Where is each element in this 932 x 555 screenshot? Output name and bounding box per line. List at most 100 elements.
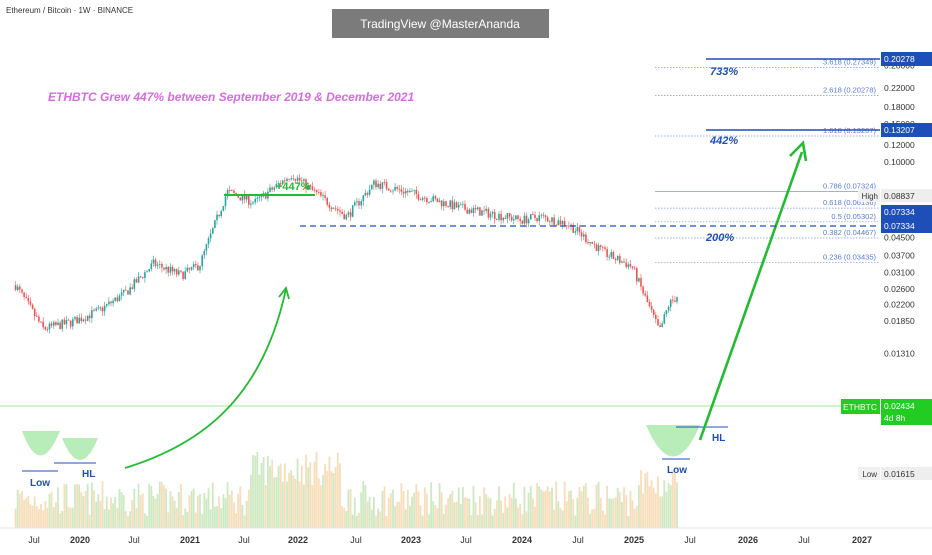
volume-bar	[292, 475, 295, 528]
volume-bar	[186, 511, 189, 528]
volume-bar	[262, 457, 265, 528]
candle-body	[574, 231, 577, 233]
volume-bar	[188, 495, 191, 528]
candle-body	[650, 306, 653, 310]
candle-body	[146, 271, 148, 273]
volume-bar	[593, 508, 596, 528]
volume-bar	[654, 493, 657, 528]
candle-body	[479, 207, 481, 216]
candle-body	[188, 267, 191, 270]
volume-bar	[27, 495, 30, 528]
candle-body	[536, 218, 538, 222]
candle-body	[447, 206, 449, 208]
volume-bar	[457, 487, 460, 528]
candle-body	[286, 178, 288, 181]
volume-bar	[387, 497, 390, 528]
time-label: Jul	[460, 535, 472, 545]
volume-bar	[551, 487, 553, 528]
volume-bar	[375, 515, 377, 528]
candle-body	[239, 197, 242, 201]
volume-bar	[296, 458, 299, 528]
volume-bar	[663, 480, 666, 528]
time-axis[interactable]: Jul 2020 Jul 2021 Jul 2022 Jul 2023 Jul 2024 Jul 20…	[28, 535, 872, 545]
volume-bar	[252, 455, 254, 528]
volume-bar	[116, 507, 119, 528]
candle-body	[373, 180, 375, 185]
volume-bar	[563, 481, 566, 528]
candle-body	[95, 308, 97, 311]
level-tag-box-1	[881, 205, 932, 219]
volume-bar	[309, 462, 312, 528]
volume-bar	[230, 490, 233, 528]
volume-bar	[63, 483, 66, 528]
volume-bar	[271, 459, 273, 528]
candle-body	[209, 233, 212, 239]
volume-bar	[500, 500, 502, 528]
candle-body	[419, 199, 422, 201]
volume-bar	[379, 511, 382, 528]
volume-bar	[326, 470, 329, 528]
volume-bar	[657, 476, 659, 528]
volume-bar	[561, 510, 564, 528]
volume-bar	[519, 503, 522, 528]
volume-bar	[184, 508, 187, 528]
candle-body	[559, 220, 562, 225]
price-tick: 0.04500	[884, 232, 915, 242]
candle-body	[97, 307, 100, 309]
volume-bar	[152, 496, 155, 528]
candle-body	[424, 197, 426, 199]
candle-body	[576, 227, 579, 232]
volume-bar	[322, 475, 324, 528]
volume-bar	[110, 497, 112, 528]
candle-body	[279, 183, 282, 185]
candle-body	[553, 217, 555, 225]
volume-bar	[353, 497, 356, 528]
candle-body	[256, 197, 259, 199]
low-label-left: Low	[30, 478, 50, 489]
fib-tag-box-2	[881, 123, 932, 137]
volume-bar	[25, 498, 28, 528]
volume-bar	[317, 478, 320, 528]
candle-body	[294, 179, 297, 181]
volume-bar	[216, 506, 218, 528]
volume-bar	[283, 463, 286, 528]
candle-body	[383, 182, 386, 183]
volume-bar	[61, 511, 64, 528]
candle-body	[318, 192, 320, 193]
candle-body	[521, 220, 524, 224]
volume-bar	[510, 497, 513, 528]
candle-body	[186, 267, 189, 272]
candle-body	[608, 256, 610, 258]
volume-bar	[608, 498, 611, 528]
volume-bar	[453, 502, 456, 528]
volume-bar	[243, 515, 246, 528]
candle-body	[597, 245, 600, 251]
candle-body	[137, 276, 140, 283]
time-label: 2023	[401, 535, 421, 545]
volume-bar	[400, 483, 403, 528]
volume-bar	[129, 511, 131, 528]
time-label: Jul	[350, 535, 362, 545]
volume-bar	[502, 512, 505, 528]
gain-label: +447%	[276, 181, 311, 193]
volume-bar	[84, 491, 87, 528]
candle-body	[540, 214, 543, 216]
volume-bar	[264, 485, 267, 528]
volume-bar	[67, 507, 70, 528]
candle-body	[404, 190, 407, 194]
candle-body	[449, 200, 451, 208]
volume-bar	[118, 488, 121, 528]
candle-body	[466, 209, 468, 214]
candle-body	[271, 187, 273, 190]
volume-bar	[169, 491, 172, 528]
volume-bar	[313, 461, 316, 528]
symbol-header[interactable]: Ethereum / Bitcoin · 1W · BINANCE	[6, 6, 133, 15]
volume-bar	[339, 463, 341, 528]
candle-body	[103, 305, 106, 312]
volume-bar	[239, 486, 242, 528]
candle-body	[578, 227, 581, 233]
volume-bar	[576, 498, 579, 528]
candle-body	[82, 319, 85, 322]
